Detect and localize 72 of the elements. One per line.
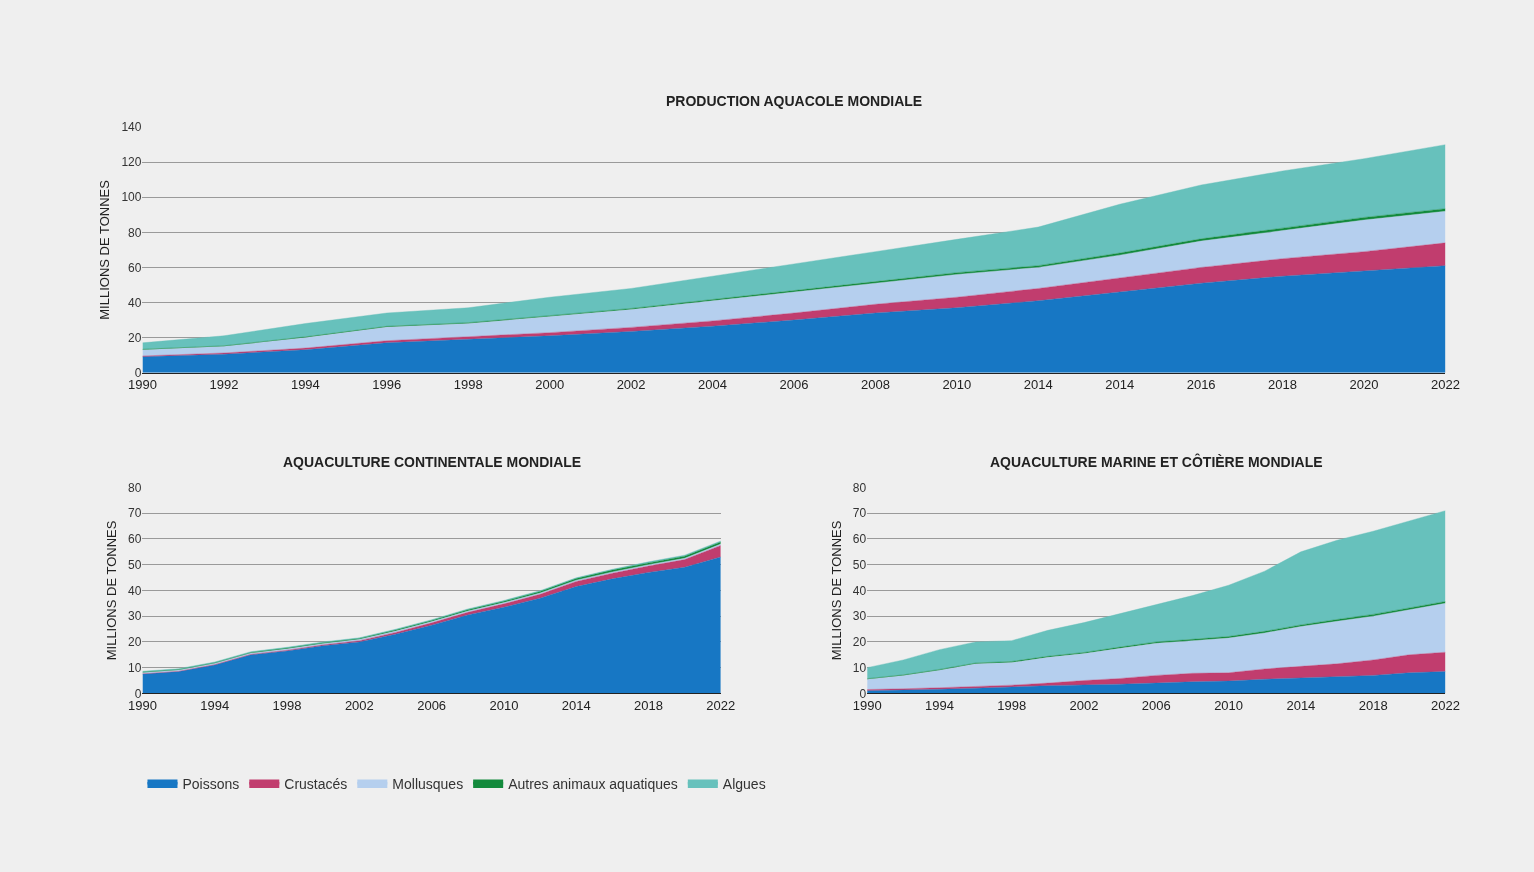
y-tick-label: 120: [121, 155, 142, 170]
y-tick-label: 70: [852, 506, 867, 521]
y-tick-label: 0: [859, 686, 867, 701]
x-tick-label: 2004: [698, 377, 727, 393]
legend-label: Crustacés: [284, 776, 348, 793]
x-tick-label: 2010: [942, 377, 972, 393]
y-tick-label: 60: [128, 532, 142, 547]
legend-label: Mollusques: [392, 776, 464, 793]
x-tick-label: 2022: [1430, 698, 1460, 713]
x-tick-label: 2018: [634, 698, 663, 713]
y-tick-label: 10: [128, 660, 142, 675]
y-tick-label: 40: [128, 583, 142, 598]
y-axis-title: MILLIONS DE TONNES: [97, 179, 113, 320]
x-tick-label: 1990: [128, 698, 157, 713]
x-tick-label: 2020: [1349, 377, 1379, 393]
y-tick-label: 140: [121, 120, 142, 135]
x-tick-label: 2006: [1141, 698, 1171, 713]
x-tick-label: 2014: [1105, 377, 1135, 393]
chart-title: AQUACULTURE CONTINENTALE MONDIALE: [283, 454, 582, 470]
x-tick-label: 2014: [1023, 377, 1053, 393]
x-tick-label: 2014: [1286, 698, 1316, 713]
y-tick-label: 100: [121, 190, 142, 205]
x-tick-label: 1992: [209, 377, 239, 393]
y-tick-label: 50: [852, 557, 867, 572]
x-tick-label: 2000: [535, 377, 565, 393]
x-tick-label: 2018: [1268, 377, 1298, 393]
x-tick-label: 2016: [1186, 377, 1216, 393]
legend-label: Algues: [722, 776, 766, 793]
x-tick-label: 1998: [453, 377, 483, 393]
x-tick-label: 2018: [1358, 698, 1388, 713]
y-tick-label: 30: [852, 609, 867, 624]
x-tick-label: 1990: [852, 698, 882, 713]
x-tick-label: 1994: [200, 698, 230, 713]
y-tick-label: 40: [852, 583, 867, 598]
y-tick-label: 20: [128, 330, 142, 345]
x-tick-label: 1994: [924, 698, 954, 713]
x-tick-label: 2008: [860, 377, 890, 393]
chart-title: AQUACULTURE MARINE ET CÔTIÈRE MONDIALE: [990, 453, 1323, 470]
y-tick-label: 80: [128, 480, 142, 495]
y-tick-label: 70: [128, 506, 142, 521]
legend-label: Poissons: [182, 776, 240, 793]
x-tick-label: 2014: [561, 698, 591, 713]
x-tick-label: 1990: [128, 377, 157, 393]
x-tick-label: 2022: [1430, 377, 1460, 393]
x-tick-label: 2006: [779, 377, 809, 393]
y-tick-label: 80: [852, 480, 867, 495]
x-tick-label: 2002: [344, 698, 374, 713]
x-tick-label: 2010: [489, 698, 519, 713]
chart-title: PRODUCTION AQUACOLE MONDIALE: [666, 93, 923, 109]
y-tick-label: 60: [128, 260, 142, 275]
x-tick-label: 2022: [706, 698, 736, 713]
y-tick-label: 60: [852, 532, 867, 547]
x-tick-label: 1996: [372, 377, 402, 393]
y-tick-label: 50: [128, 557, 142, 572]
y-tick-label: 80: [128, 225, 142, 240]
y-tick-label: 0: [134, 686, 142, 701]
y-axis-title: MILLIONS DE TONNES: [828, 520, 844, 661]
y-tick-label: 20: [128, 635, 142, 650]
x-tick-label: 1994: [290, 377, 320, 393]
x-tick-label: 2006: [417, 698, 447, 713]
x-tick-label: 1998: [997, 698, 1027, 713]
y-tick-label: 10: [852, 660, 867, 675]
x-tick-label: 1998: [272, 698, 302, 713]
y-axis-title: MILLIONS DE TONNES: [104, 520, 120, 661]
y-tick-label: 40: [128, 295, 142, 310]
y-tick-label: 30: [128, 609, 142, 624]
x-tick-label: 2010: [1214, 698, 1244, 713]
x-tick-label: 2002: [1069, 698, 1099, 713]
legend-label: Autres animaux aquatiques: [508, 776, 678, 793]
x-tick-label: 2002: [616, 377, 646, 393]
y-tick-label: 0: [134, 365, 142, 380]
y-tick-label: 20: [852, 635, 867, 650]
